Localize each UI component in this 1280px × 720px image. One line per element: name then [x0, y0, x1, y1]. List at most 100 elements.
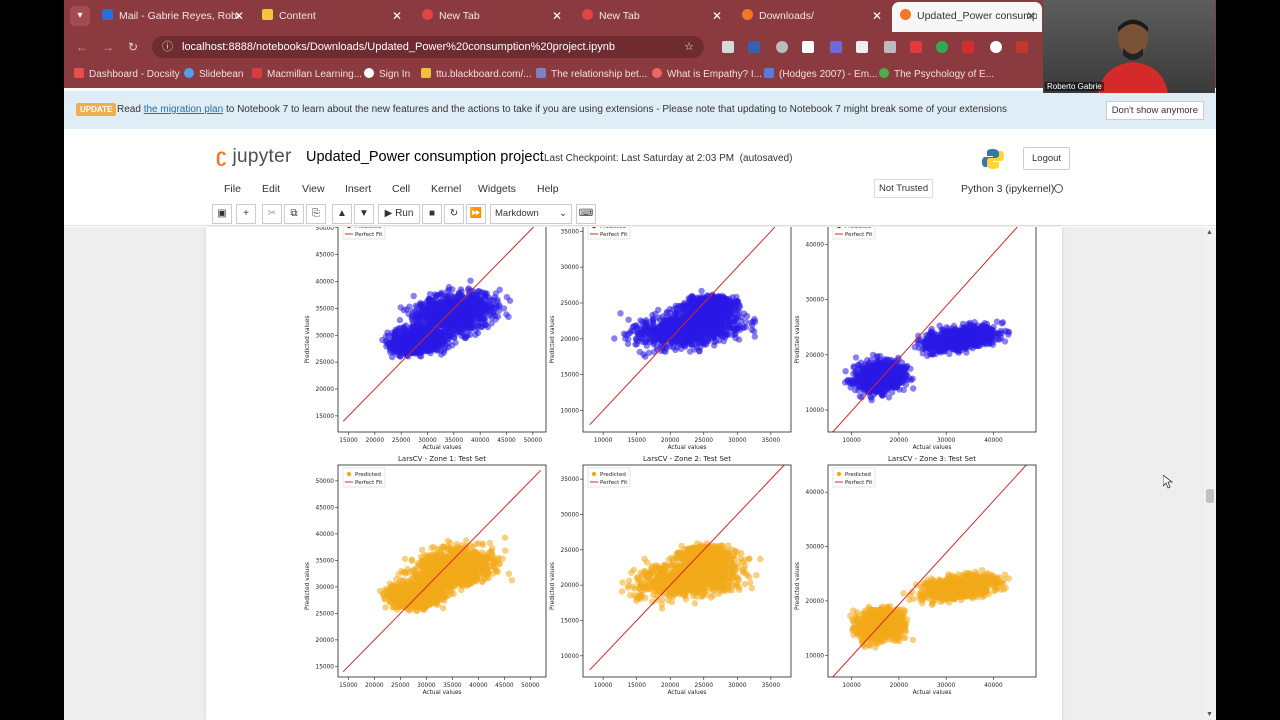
paste-icon[interactable]: ⎘ — [306, 204, 326, 224]
kernel-name[interactable]: Python 3 (ipykernel) — [961, 183, 1055, 195]
extension-icon[interactable] — [856, 41, 868, 53]
grammarly-icon[interactable] — [936, 41, 948, 53]
close-tab-icon[interactable]: ✕ — [233, 9, 244, 23]
menu-help[interactable]: Help — [537, 183, 559, 195]
bookmark-item[interactable]: What is Empathy? I... — [652, 62, 762, 88]
close-tab-icon[interactable]: ✕ — [871, 9, 882, 23]
x-tick-label: 40000 — [471, 438, 490, 444]
extension-icon[interactable] — [884, 41, 896, 53]
command-palette-icon[interactable]: ⌨ — [576, 204, 596, 224]
jupyter-logo[interactable]: ʗ jupyter — [216, 146, 292, 167]
cell-type-select[interactable]: Markdown ⌄ — [490, 204, 572, 224]
scatter-plot-2: 10000 15000 20000 25000 30000 350001000015000… — [550, 216, 792, 451]
move-down-icon[interactable]: ▼ — [354, 204, 374, 224]
close-tab-icon[interactable]: ✕ — [551, 9, 562, 23]
predicted-point — [430, 342, 437, 349]
extension-icon[interactable] — [1016, 41, 1028, 53]
scatter-plot-3: 10000 20000 30000 4000010000200003000040000… — [795, 216, 1037, 451]
pdf-icon[interactable] — [962, 41, 974, 53]
menu-view[interactable]: View — [302, 183, 325, 195]
menu-kernel[interactable]: Kernel — [431, 183, 462, 195]
jupyter-icon — [742, 9, 753, 20]
predicted-point — [394, 351, 401, 358]
predicted-point — [409, 340, 416, 348]
predicted-point — [699, 328, 706, 336]
bookmark-item[interactable]: Dashboard - Docsity — [74, 62, 180, 88]
output-cell[interactable]: 15000 20000 25000 30000 35000 40000 45000 50000… — [206, 216, 1062, 720]
legend-label: Perfect Fit — [355, 232, 383, 238]
predicted-point — [743, 312, 751, 320]
extension-icon[interactable] — [830, 41, 842, 53]
migration-plan-link[interactable]: the migration plan — [143, 104, 224, 115]
menu-cell[interactable]: Cell — [392, 183, 411, 195]
back-icon[interactable]: ← — [76, 40, 88, 54]
interrupt-icon[interactable]: ■ — [422, 204, 442, 224]
tab-downloads[interactable]: Downloads/✕ — [738, 4, 888, 28]
predicted-point — [400, 323, 408, 330]
bookmarks-bar: Dashboard - Docsity Slidebean Macmillan … — [64, 62, 1216, 88]
extension-icon[interactable] — [990, 41, 1002, 53]
dont-show-anymore-button[interactable]: Don't show anymore — [1105, 101, 1204, 120]
menu-edit[interactable]: Edit — [262, 183, 281, 195]
menu-file[interactable]: File — [224, 183, 241, 195]
move-up-icon[interactable]: ▲ — [332, 204, 352, 224]
restart-run-all-icon[interactable]: ⏩ — [466, 204, 486, 224]
save-icon[interactable]: ▣ — [212, 204, 232, 224]
close-tab-icon[interactable]: ✕ — [1025, 9, 1036, 23]
predicted-point — [444, 293, 451, 300]
bookmark-site-icon — [879, 68, 889, 78]
bookmark-item[interactable]: ttu.blackboard.com/... — [421, 62, 532, 88]
tab-search-button[interactable]: ▾ — [70, 6, 90, 26]
insert-cell-icon[interactable]: + — [236, 204, 256, 224]
menu-widgets[interactable]: Widgets — [478, 183, 516, 195]
forward-icon[interactable]: → — [102, 40, 114, 54]
site-info-icon[interactable]: ⓘ — [162, 41, 173, 53]
tab-content[interactable]: Content ✕ — [258, 4, 408, 28]
extension-icon[interactable] — [722, 41, 734, 53]
predicted-point — [887, 360, 894, 367]
x-tick-label: 45000 — [497, 438, 516, 444]
extension-icon[interactable] — [748, 41, 760, 53]
bookmark-item[interactable]: The Psychology of E... — [879, 62, 994, 88]
bookmark-star-icon[interactable]: ☆ — [684, 41, 694, 53]
notebook-area[interactable]: 15000 20000 25000 30000 35000 40000 45000 50000… — [64, 216, 1216, 720]
logout-button[interactable]: Logout — [1023, 147, 1071, 170]
y-axis-label: Predicted values — [305, 316, 311, 364]
x-tick-label: 25000 — [392, 438, 411, 444]
not-trusted-button[interactable]: Not Trusted — [874, 179, 934, 198]
close-tab-icon[interactable]: ✕ — [711, 9, 722, 23]
predicted-point — [868, 394, 875, 401]
predicted-point — [625, 336, 632, 343]
bookmark-item[interactable]: Slidebean — [184, 62, 243, 88]
tab-mail[interactable]: Mail - Gabrie Reyes, Rober ✕ — [98, 4, 250, 28]
close-tab-icon[interactable]: ✕ — [391, 9, 402, 23]
tab-new-2[interactable]: New Tab ✕ — [578, 4, 728, 28]
predicted-point — [438, 333, 445, 340]
predicted-point — [871, 371, 878, 378]
pocket-icon[interactable] — [910, 41, 922, 53]
predicted-point — [632, 322, 640, 330]
x-tick-label: 30000 — [418, 438, 437, 444]
tab-notebook-active[interactable]: Updated_Power consumpti ✕ — [892, 2, 1042, 32]
bookmark-item[interactable]: The relationship bet... — [536, 62, 647, 88]
address-bar[interactable]: ⓘ localhost:8888/notebooks/Downloads/Upd… — [152, 36, 704, 58]
tab-new-1[interactable]: New Tab ✕ — [418, 4, 568, 28]
predicted-point — [434, 346, 442, 353]
predicted-point — [452, 297, 459, 305]
predicted-point — [687, 300, 694, 307]
copy-icon[interactable]: ⧉ — [284, 204, 304, 224]
bookmark-item[interactable]: Macmillan Learning... — [252, 62, 362, 88]
bookmark-item[interactable]: Sign In — [364, 62, 410, 88]
predicted-point — [427, 326, 434, 334]
restart-icon[interactable]: ↻ — [444, 204, 464, 224]
extension-icon[interactable] — [802, 41, 814, 53]
predicted-point — [880, 366, 888, 373]
run-button[interactable]: ▶ Run — [378, 204, 420, 224]
menu-insert[interactable]: Insert — [345, 183, 372, 195]
notebook-title[interactable]: Updated_Power consumption project — [306, 149, 544, 165]
bookmark-item[interactable]: (Hodges 2007) - Em... — [764, 62, 877, 88]
reload-icon[interactable]: ↻ — [128, 40, 139, 54]
extension-icon[interactable] — [776, 41, 788, 53]
cut-icon[interactable]: ✂ — [262, 204, 282, 224]
predicted-point — [902, 381, 910, 388]
